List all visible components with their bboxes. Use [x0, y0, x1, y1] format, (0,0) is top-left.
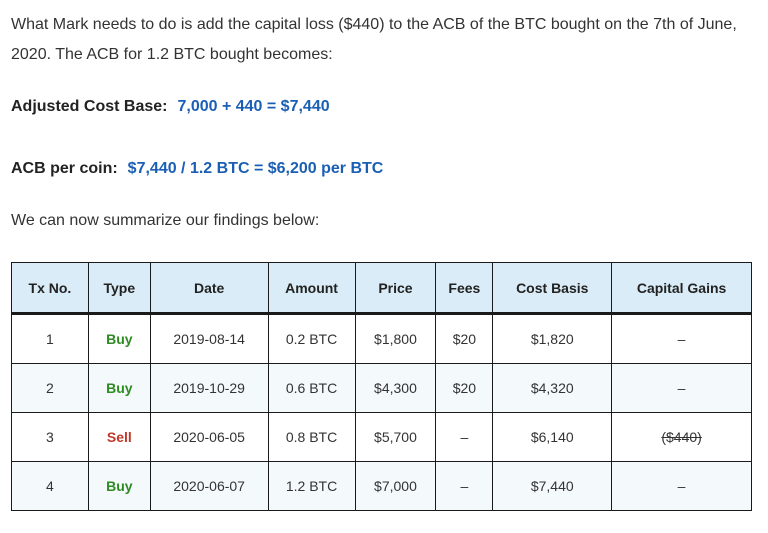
- cell-capital-gains: –: [611, 363, 752, 413]
- cell-amount: 0.6 BTC: [267, 363, 356, 413]
- header-capital-gains: Capital Gains: [611, 262, 752, 315]
- cell-price: $5,700: [354, 412, 437, 462]
- table-row: 1 Buy 2019-08-14 0.2 BTC $1,800 $20 $1,8…: [11, 313, 752, 364]
- header-cost-basis: Cost Basis: [492, 262, 613, 315]
- adjusted-cost-base-label: Adjusted Cost Base:: [11, 98, 168, 115]
- table-row: 2 Buy 2019-10-29 0.6 BTC $4,300 $20 $4,3…: [11, 363, 752, 413]
- cell-type: Buy: [87, 363, 151, 413]
- cell-capital-gains: ($440): [611, 412, 752, 462]
- cell-fees: $20: [435, 313, 494, 364]
- acb-per-coin-value: $7,440 / 1.2 BTC = $6,200 per BTC: [127, 160, 384, 177]
- intro-paragraph: What Mark needs to do is add the capital…: [11, 16, 737, 63]
- cell-tx-no: 2: [11, 363, 89, 413]
- table-row: 3 Sell 2020-06-05 0.8 BTC $5,700 – $6,14…: [11, 412, 752, 462]
- acb-per-coin-line: ACB per coin: $7,440 / 1.2 BTC = $6,200 p…: [11, 160, 383, 178]
- cell-cost-basis: $1,820: [492, 313, 613, 364]
- cell-amount: 0.2 BTC: [267, 313, 356, 364]
- cell-fees: –: [435, 461, 494, 511]
- cell-cost-basis: $7,440: [492, 461, 613, 511]
- cell-price: $4,300: [354, 363, 437, 413]
- header-type: Type: [87, 262, 151, 315]
- cell-type: Buy: [87, 313, 151, 364]
- cell-date: 2020-06-07: [149, 461, 269, 511]
- cell-cost-basis: $4,320: [492, 363, 613, 413]
- table-header-row: Tx No. Type Date Amount Price Fees Cost …: [11, 262, 752, 315]
- cell-date: 2020-06-05: [149, 412, 269, 462]
- cell-date: 2019-10-29: [149, 363, 269, 413]
- header-amount: Amount: [267, 262, 356, 315]
- cell-amount: 0.8 BTC: [267, 412, 356, 462]
- header-tx-no: Tx No.: [11, 262, 89, 315]
- table-row: 4 Buy 2020-06-07 1.2 BTC $7,000 – $7,440…: [11, 461, 752, 511]
- cell-fees: –: [435, 412, 494, 462]
- cell-tx-no: 1: [11, 313, 89, 364]
- cell-tx-no: 4: [11, 461, 89, 511]
- cell-capital-gains: –: [611, 313, 752, 364]
- summary-paragraph: We can now summarize our findings below:: [11, 212, 320, 229]
- cell-tx-no: 3: [11, 412, 89, 462]
- acb-per-coin-label: ACB per coin:: [11, 160, 118, 177]
- header-date: Date: [149, 262, 269, 315]
- transactions-table: Tx No. Type Date Amount Price Fees Cost …: [11, 262, 752, 511]
- adjusted-cost-base-value: 7,000 + 440 = $7,440: [177, 98, 330, 115]
- cell-price: $1,800: [354, 313, 437, 364]
- cell-price: $7,000: [354, 461, 437, 511]
- cell-capital-gains: –: [611, 461, 752, 511]
- cell-cost-basis: $6,140: [492, 412, 613, 462]
- header-price: Price: [354, 262, 437, 315]
- cell-amount: 1.2 BTC: [267, 461, 356, 511]
- cell-type: Buy: [87, 461, 151, 511]
- cell-fees: $20: [435, 363, 494, 413]
- header-fees: Fees: [435, 262, 494, 315]
- cell-type: Sell: [87, 412, 151, 462]
- cell-date: 2019-08-14: [149, 313, 269, 364]
- adjusted-cost-base-line: Adjusted Cost Base: 7,000 + 440 = $7,440: [11, 98, 330, 116]
